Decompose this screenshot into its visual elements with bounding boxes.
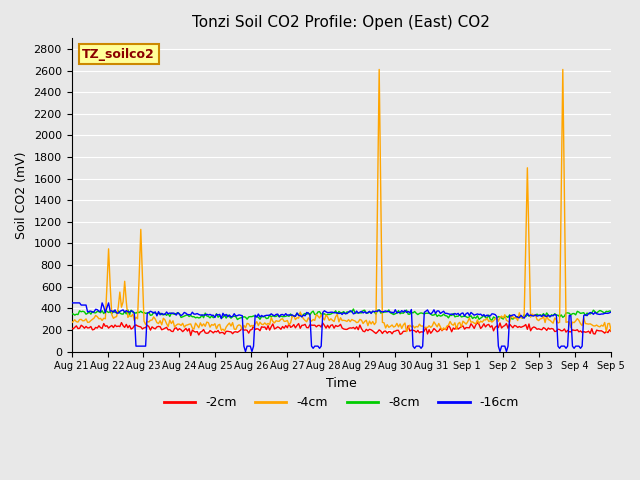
Title: Tonzi Soil CO2 Profile: Open (East) CO2: Tonzi Soil CO2 Profile: Open (East) CO2	[193, 15, 490, 30]
Text: TZ_soilco2: TZ_soilco2	[83, 48, 155, 60]
X-axis label: Time: Time	[326, 377, 356, 390]
Legend: -2cm, -4cm, -8cm, -16cm: -2cm, -4cm, -8cm, -16cm	[159, 391, 524, 414]
Y-axis label: Soil CO2 (mV): Soil CO2 (mV)	[15, 151, 28, 239]
